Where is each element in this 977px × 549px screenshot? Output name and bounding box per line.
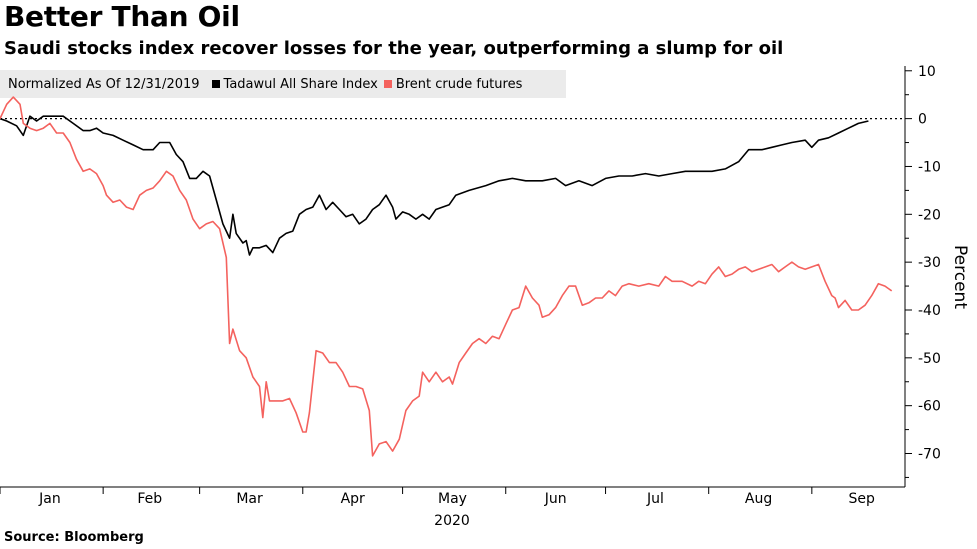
y-tick-label: -60	[918, 399, 941, 415]
y-tick-label: -40	[918, 303, 941, 319]
chart-title: Better Than Oil	[4, 0, 240, 33]
y-tick-label: 0	[918, 112, 927, 128]
legend-note: Normalized As Of 12/31/2019	[8, 76, 200, 92]
x-tick-label: Apr	[341, 491, 365, 507]
series-line-tadawul	[0, 115, 869, 256]
y-tick-label: -30	[918, 255, 941, 271]
legend-label-tadawul: Tadawul All Share Index	[223, 76, 378, 92]
x-axis-title: 2020	[434, 513, 470, 529]
x-tick-label: Aug	[745, 491, 772, 507]
x-tick-label: Jul	[646, 491, 664, 507]
x-tick-label: May	[438, 491, 467, 507]
x-tick-label: Sep	[849, 491, 876, 507]
series-line-brent	[0, 96, 893, 457]
x-tick-label: Feb	[137, 491, 162, 507]
y-tick-label: -20	[918, 207, 941, 223]
legend-swatch-tadawul	[211, 80, 220, 88]
legend-swatch-brent	[383, 80, 392, 88]
legend: Normalized As Of 12/31/2019 Tadawul All …	[0, 70, 566, 98]
y-tick-label: -10	[918, 159, 941, 175]
y-axis-title: Percent	[950, 245, 970, 309]
series-group	[0, 96, 893, 457]
axes: 10 0 -10 -20 -30 -40 -50 -60 -70 Percent Jan Feb Mar…	[0, 64, 970, 529]
x-tick-label: Jun	[544, 491, 567, 507]
legend-label-brent: Brent crude futures	[395, 76, 523, 92]
y-tick-label: -70	[918, 447, 941, 463]
y-tick-label: -50	[918, 351, 941, 367]
source-note: Source: Bloomberg	[4, 530, 144, 545]
chart-subtitle: Saudi stocks index recover losses for th…	[4, 38, 784, 59]
x-tick-label: Jan	[38, 491, 61, 507]
x-tick-label: Mar	[236, 491, 263, 507]
y-tick-label: 10	[918, 64, 936, 80]
